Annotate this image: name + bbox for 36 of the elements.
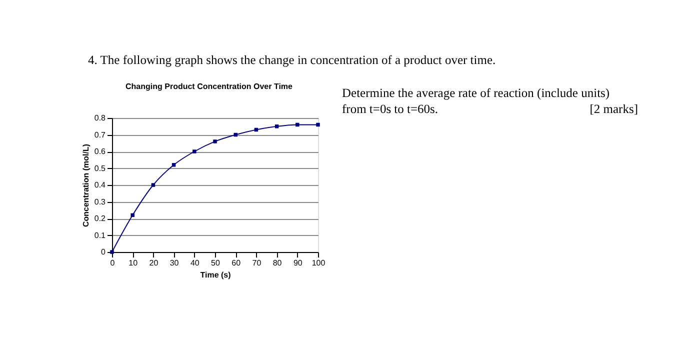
x-tick-label: 90 — [293, 258, 303, 268]
y-tick-label: 0.1 — [94, 230, 106, 240]
x-tick-label: 50 — [211, 258, 220, 268]
x-tick-label: 80 — [272, 258, 282, 268]
text: [2 marks] — [590, 102, 638, 116]
y-tick-label: 0.2 — [94, 214, 106, 223]
chart-title: Changing Product Concentration Over Time — [126, 82, 294, 91]
point — [234, 132, 238, 137]
point — [172, 163, 176, 167]
x-tick-label: 40 — [190, 258, 200, 268]
point — [316, 122, 320, 127]
text: Determine the average rate of reaction (include units) — [342, 86, 610, 100]
x-tick-label: 70 — [252, 258, 262, 268]
x-tick-label: 60 — [232, 258, 242, 268]
x-tick-label: 0 — [110, 258, 116, 268]
point — [110, 250, 114, 254]
point — [130, 213, 134, 218]
point — [296, 122, 300, 127]
x-tick-label: 30 — [170, 258, 180, 268]
y-tick-label: 0.8 — [94, 114, 106, 122]
y-tick-label: 0.3 — [94, 197, 106, 206]
y-tick-label: 0.6 — [94, 147, 106, 156]
point — [151, 183, 156, 187]
point — [192, 150, 196, 154]
text: 4. The following graph shows the change in concentration of a product over time. — [88, 53, 496, 67]
x-tick-label: 10 — [128, 258, 138, 268]
x-tick-label: 20 — [149, 258, 159, 268]
y-tick-label: 0.4 — [94, 180, 106, 190]
y-tick-label: 0.5 — [94, 164, 106, 173]
x-axis-title: Time (s) — [200, 270, 232, 280]
y-axis-title: Concentration (mol/L) — [81, 144, 90, 228]
y-tick-label: 0 — [101, 248, 106, 256]
point — [213, 140, 217, 144]
text: from t=0s to t=60s. — [342, 102, 438, 116]
x-tick-label: 100 — [312, 258, 326, 268]
y-tick-label: 0.7 — [94, 130, 106, 140]
